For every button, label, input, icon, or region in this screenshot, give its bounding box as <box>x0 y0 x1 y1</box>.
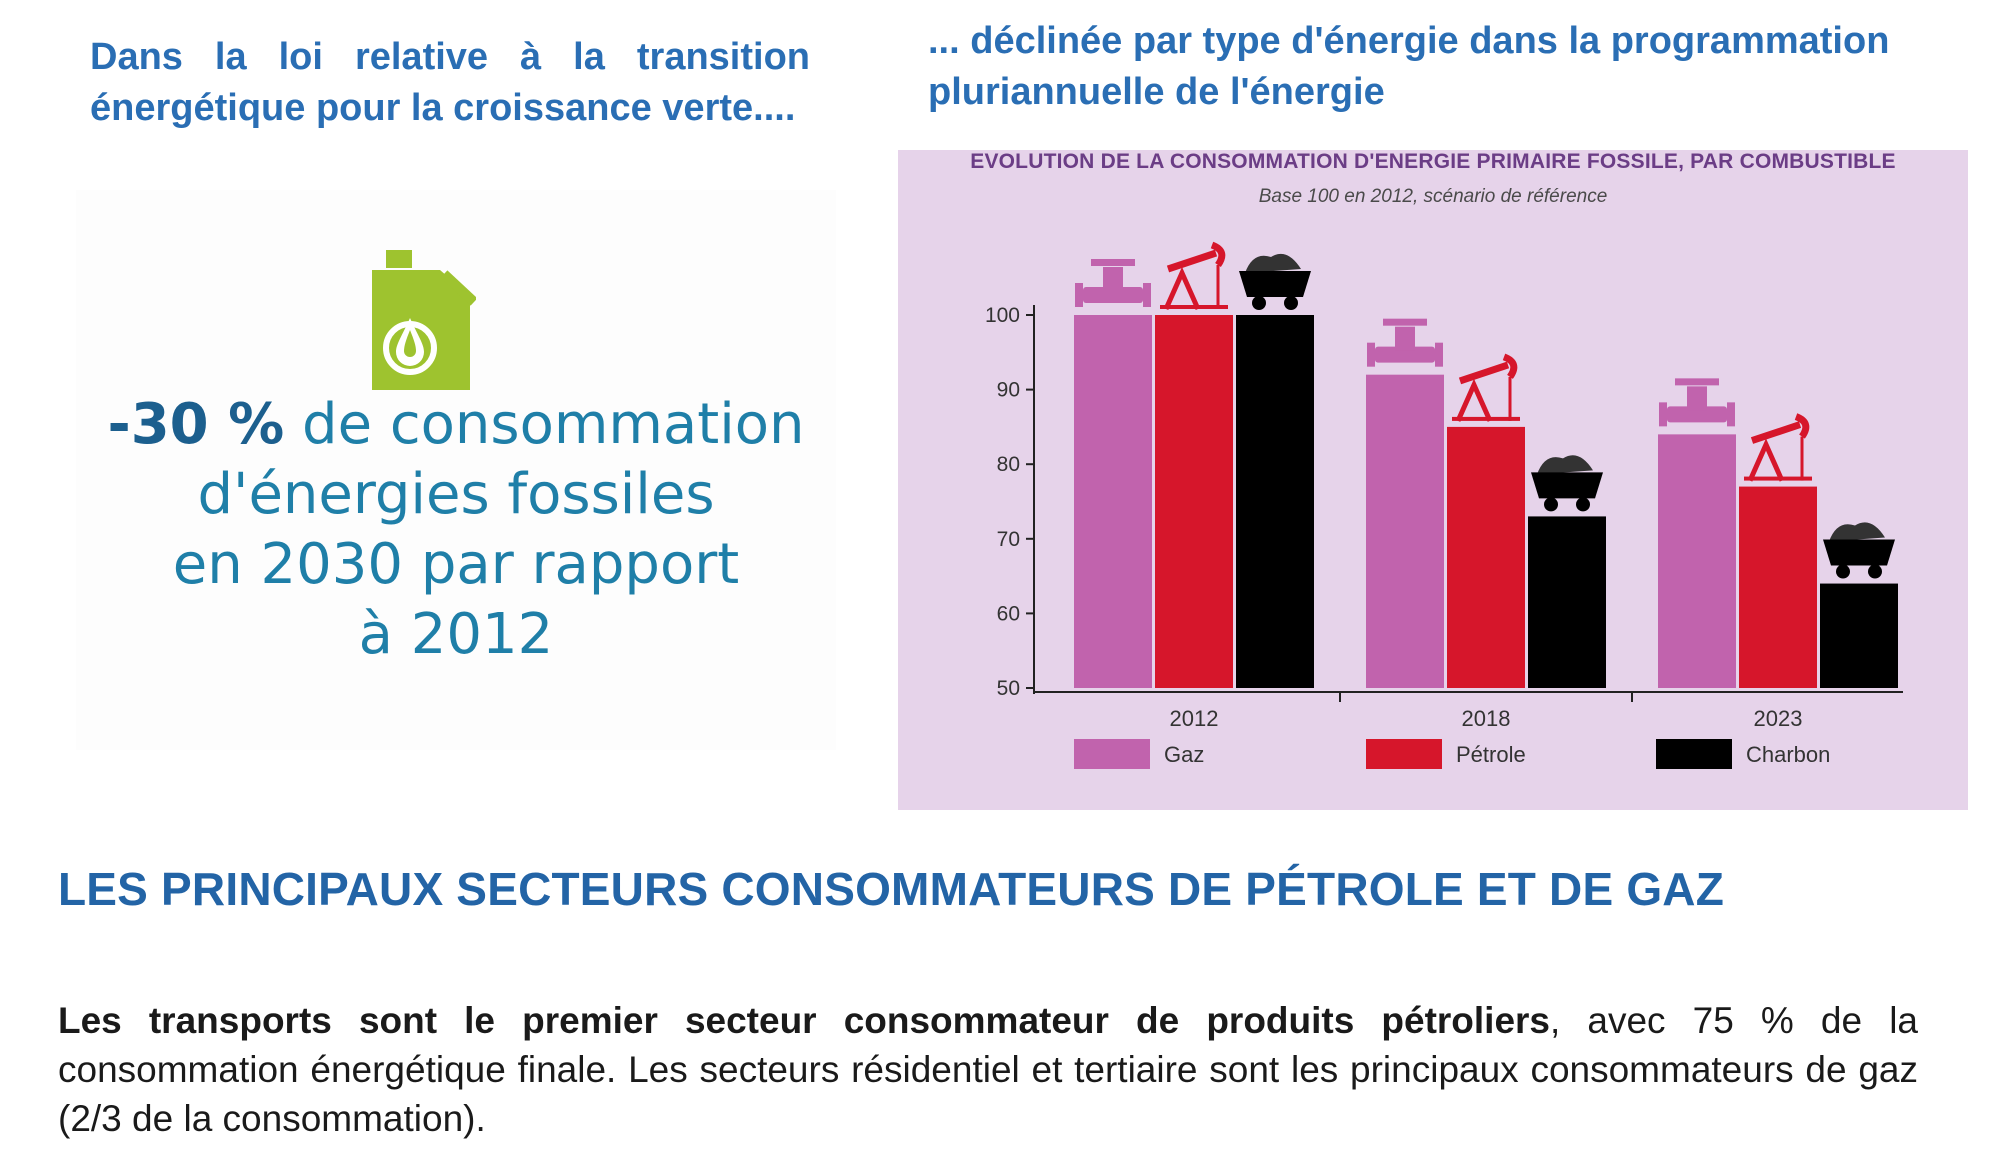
oil-pump-beam <box>1750 421 1802 444</box>
legend-label: Pétrole <box>1456 742 1526 767</box>
legend-swatch-charbon <box>1656 739 1732 769</box>
bar-gaz <box>1658 434 1736 688</box>
oil-pump-beam <box>1166 249 1218 273</box>
bar-charbon <box>1528 516 1606 688</box>
coal-cart-body <box>1239 271 1311 297</box>
gas-valve-icon <box>1375 346 1435 363</box>
gas-valve-flange-left <box>1659 402 1667 427</box>
y-tick-label: 100 <box>985 304 1020 327</box>
oil-pump-base <box>1744 476 1812 481</box>
coal-cart-wheel-left <box>1836 564 1850 579</box>
infographic-panel: -30 % de consommation d'énergies fossile… <box>76 190 836 750</box>
stat-line1: de consommation <box>284 392 805 457</box>
gas-valve-flange-right <box>1143 283 1151 307</box>
legend-label: Gaz <box>1164 742 1204 767</box>
gas-valve-icon <box>1083 287 1143 303</box>
coal-cart-body <box>1531 472 1603 499</box>
x-tick-label: 2023 <box>1754 706 1803 731</box>
coal-cart-icon <box>1245 253 1301 273</box>
body-paragraph: Les transports sont le premier secteur c… <box>58 996 1918 1143</box>
gas-valve-flange-left <box>1367 342 1375 367</box>
body-rest-text: , avec 75 % de la consommation énergétiq… <box>58 1000 1918 1139</box>
bar-chart: 50 60 70 80 90 100 2012 2018 2023 Gaz Pétrole Charb… <box>985 241 1903 769</box>
oil-pump-beam <box>1458 361 1510 385</box>
gas-valve-stem <box>1103 267 1123 291</box>
chart-subtitle: Base 100 en 2012, scénario de référence <box>1258 186 1608 207</box>
fuel-canister-icon <box>372 250 476 390</box>
stat-text: -30 % de consommation d'énergies fossile… <box>76 390 836 670</box>
coal-cart-wheel-left <box>1544 497 1558 512</box>
bar-charbon <box>1236 315 1314 688</box>
oil-pump-icon <box>1747 438 1785 482</box>
oil-pump-base <box>1452 416 1520 421</box>
legend-swatch-pétrole <box>1366 739 1442 769</box>
coal-cart-wheel-right <box>1868 564 1882 579</box>
coal-cart-wheel-right <box>1576 497 1590 512</box>
bar-pétrole <box>1447 426 1525 688</box>
y-tick-label: 60 <box>997 602 1020 625</box>
bar-gaz <box>1074 315 1152 688</box>
bar-pétrole <box>1739 486 1817 688</box>
oil-pump-base <box>1160 305 1228 309</box>
coal-cart-wheel-right <box>1284 296 1298 310</box>
gas-valve-wheel <box>1383 318 1427 326</box>
legend-label: Charbon <box>1746 742 1830 767</box>
stat-line2: d'énergies fossiles <box>197 462 715 527</box>
gas-valve-wheel <box>1675 378 1719 386</box>
y-tick-label: 70 <box>997 528 1020 551</box>
bar-gaz <box>1366 374 1444 688</box>
gas-valve-flange-right <box>1727 402 1735 427</box>
coal-cart-wheel-left <box>1252 296 1266 310</box>
gas-valve-flange-right <box>1435 342 1443 367</box>
bar-pétrole <box>1155 315 1233 688</box>
x-tick-label: 2012 <box>1170 706 1219 731</box>
gas-valve-flange-left <box>1075 283 1083 307</box>
oil-pump-icon <box>1163 266 1201 311</box>
y-tick-label: 80 <box>997 453 1020 476</box>
coal-cart-icon <box>1829 522 1885 542</box>
stat-highlight: -30 % <box>107 392 285 457</box>
section-title: LES PRINCIPAUX SECTEURS CONSOMMATEURS DE… <box>58 863 1725 915</box>
gas-valve-icon <box>1667 406 1727 423</box>
chart-panel: EVOLUTION DE LA CONSOMMATION D'ENERGIE P… <box>898 150 1968 810</box>
stat-line4: à 2012 <box>358 602 554 667</box>
coal-cart-icon <box>1537 455 1593 475</box>
bar-charbon <box>1820 583 1898 688</box>
oil-pump-head <box>1794 413 1810 439</box>
gas-valve-stem <box>1395 326 1415 351</box>
legend-swatch-gaz <box>1074 739 1150 769</box>
oil-pump-icon <box>1455 378 1493 422</box>
left-heading: Dans la loi relative à la transition éne… <box>90 36 810 129</box>
coal-cart-body <box>1823 539 1895 566</box>
stat-line3: en 2030 par rapport <box>172 532 740 597</box>
gas-valve-stem <box>1687 386 1707 411</box>
body-bold-text: Les transports sont le premier secteur c… <box>58 1000 1551 1041</box>
gas-valve-wheel <box>1091 259 1135 266</box>
oil-pump-head <box>1210 241 1226 268</box>
chart-title: EVOLUTION DE LA CONSOMMATION D'ENERGIE P… <box>970 150 1896 173</box>
oil-pump-head <box>1502 353 1518 379</box>
right-heading: ... déclinée par type d'énergie dans la … <box>928 20 1890 113</box>
y-tick-label: 90 <box>997 379 1020 402</box>
x-tick-label: 2018 <box>1462 706 1511 731</box>
y-tick-label: 50 <box>997 677 1020 700</box>
